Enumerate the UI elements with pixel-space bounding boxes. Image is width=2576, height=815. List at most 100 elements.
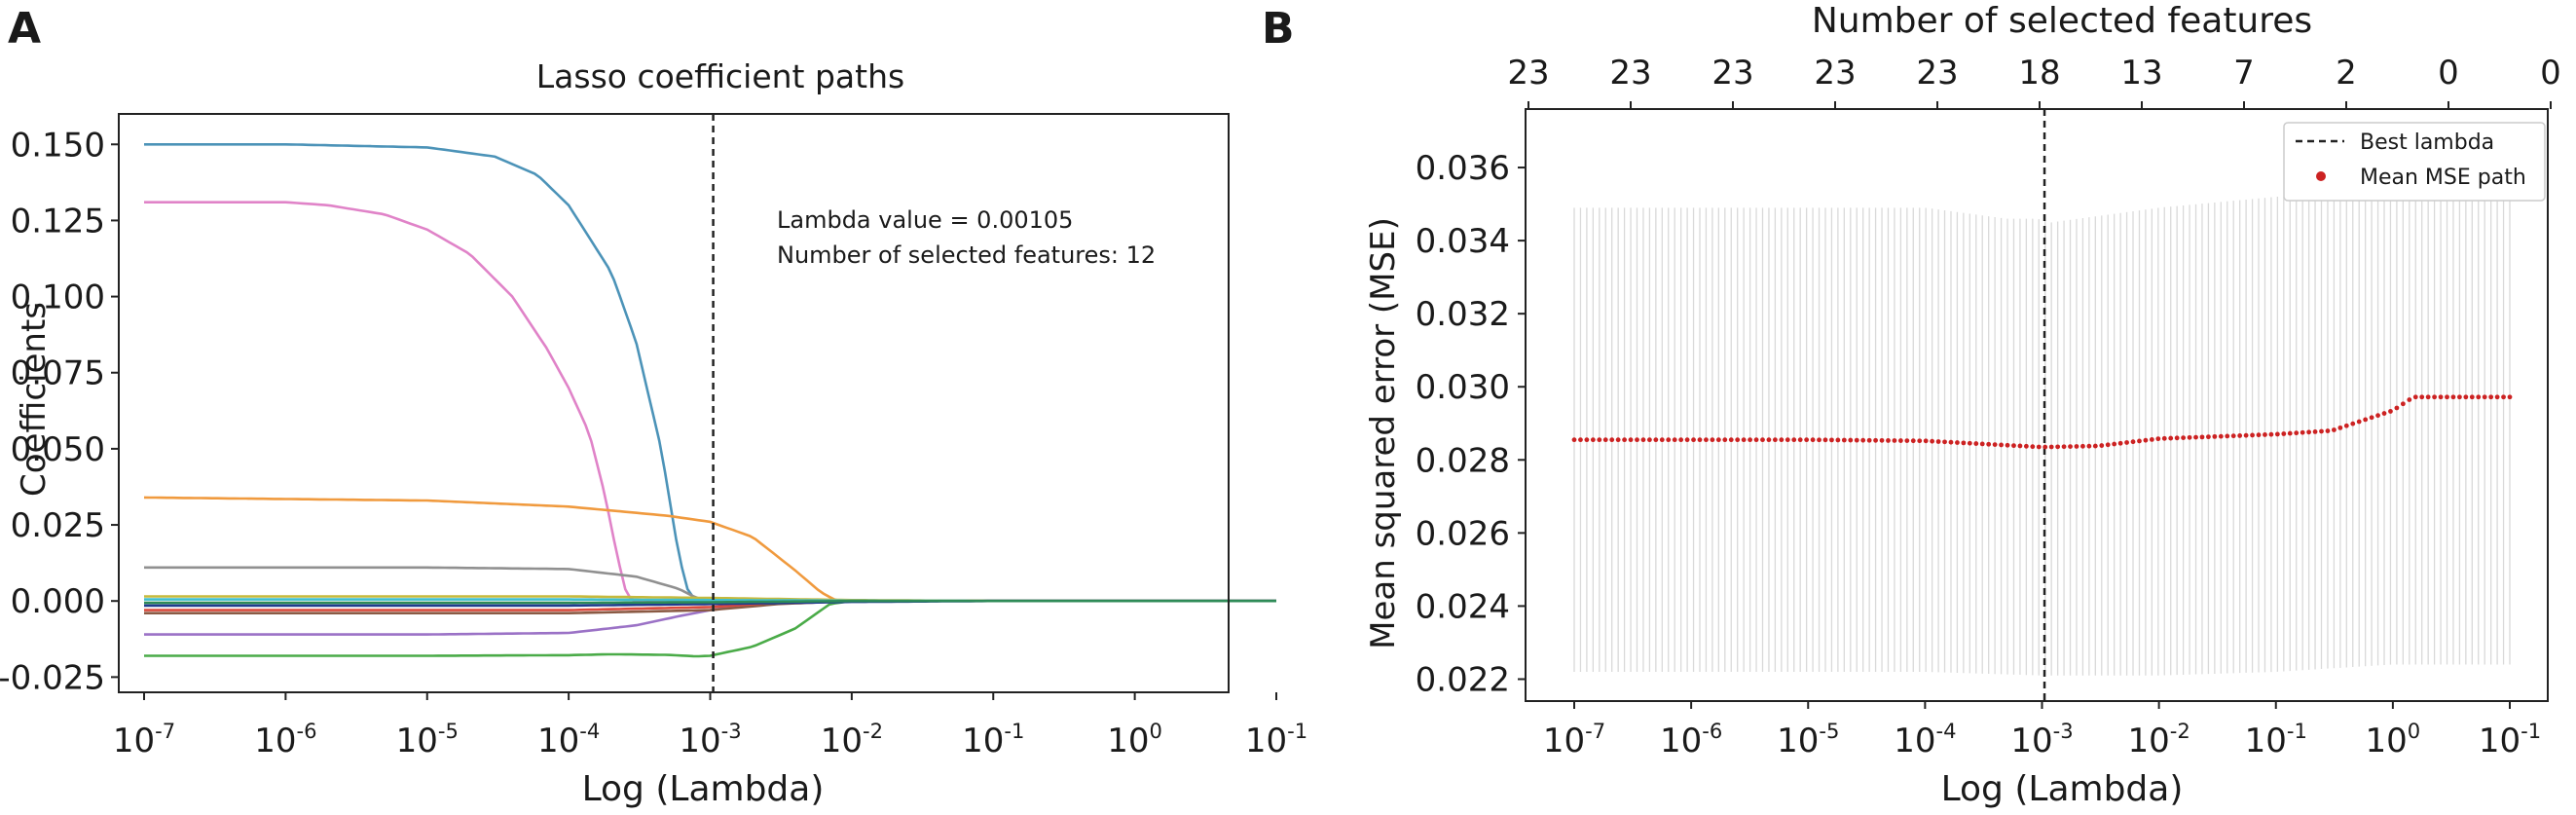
mse-point bbox=[1590, 437, 1596, 443]
legend-best-lambda-label: Best lambda bbox=[2360, 130, 2494, 155]
x-tick-label-a-2-exponent: -5 bbox=[438, 719, 459, 743]
mse-point bbox=[2268, 431, 2274, 437]
mse-point bbox=[1609, 437, 1615, 443]
legend-mse-swatch bbox=[2316, 171, 2326, 181]
x-tick-label-a-2-base: 10 bbox=[396, 722, 438, 760]
mse-point bbox=[1760, 437, 1765, 443]
mse-point bbox=[1892, 438, 1897, 443]
top-tick-label-1: 23 bbox=[1609, 54, 1651, 93]
x-tick-label-b-3-base: 10 bbox=[1894, 722, 1935, 760]
legend: Best lambda Mean MSE path bbox=[2283, 122, 2546, 202]
mse-point bbox=[2168, 435, 2174, 441]
mse-point bbox=[2488, 394, 2494, 400]
x-tick-label-a-2: 10-5 bbox=[396, 719, 459, 760]
mse-point bbox=[1697, 437, 1703, 443]
panel-b-letter: B bbox=[1262, 4, 1295, 54]
mse-point bbox=[2092, 443, 2098, 449]
x-tick-label-b-7-base: 10 bbox=[2366, 722, 2408, 760]
mse-point bbox=[2187, 434, 2192, 440]
panel-b: B Number of selected features 0.036 0.034… bbox=[1262, 1, 2561, 809]
mse-point bbox=[2048, 444, 2054, 450]
y-tick-label-b-1: 0.034 bbox=[1416, 222, 1510, 261]
mse-point bbox=[1666, 437, 1672, 443]
x-tick-label-b-1-exponent: -6 bbox=[1702, 719, 1722, 743]
mse-point bbox=[1822, 437, 1828, 443]
y-tick-label-a-4: 0.050 bbox=[11, 430, 105, 469]
mse-point bbox=[2274, 431, 2280, 437]
x-tick-label-a-5-base: 10 bbox=[821, 722, 863, 760]
mse-point bbox=[1584, 437, 1590, 443]
mse-point bbox=[1715, 437, 1721, 443]
mse-point bbox=[2337, 425, 2343, 430]
legend-box bbox=[2283, 122, 2546, 202]
mse-point bbox=[2356, 419, 2362, 425]
mse-point bbox=[1779, 437, 1785, 443]
mse-point bbox=[1704, 437, 1709, 443]
mse-point bbox=[1684, 437, 1690, 443]
mse-point bbox=[1992, 442, 1998, 447]
x-tick-label-b-5: 10-2 bbox=[2127, 719, 2190, 760]
x-tick-label-a-0-base: 10 bbox=[113, 722, 155, 760]
mse-point bbox=[1897, 438, 1903, 443]
mse-point bbox=[1979, 441, 1985, 447]
mse-point bbox=[1797, 437, 1803, 443]
top-tick-label-8: 2 bbox=[2336, 54, 2357, 93]
mse-point bbox=[1578, 437, 1583, 443]
x-tick-label-a-6: 10-1 bbox=[962, 719, 1024, 760]
mse-point bbox=[2137, 438, 2142, 444]
mse-point bbox=[1873, 437, 1878, 443]
y-tick-label-a-2: 0.100 bbox=[11, 278, 105, 317]
mse-point bbox=[2230, 433, 2236, 439]
top-tick-label-6: 13 bbox=[2120, 54, 2162, 93]
mse-point bbox=[2030, 444, 2036, 450]
x-axis-label-a: Log (Lambda) bbox=[582, 769, 825, 809]
top-tick-label-10: 0 bbox=[2540, 54, 2561, 93]
mse-point bbox=[1935, 439, 1941, 444]
mse-point bbox=[2005, 442, 2010, 448]
y-tick-label-a-5: 0.025 bbox=[11, 506, 105, 545]
mse-point bbox=[2068, 444, 2073, 449]
mse-point bbox=[1866, 437, 1872, 443]
mse-point bbox=[1917, 438, 1923, 444]
mse-point bbox=[1879, 437, 1885, 443]
mse-point bbox=[2294, 430, 2300, 436]
y-tick-label-b-7: 0.022 bbox=[1416, 660, 1510, 699]
mse-point bbox=[2463, 394, 2469, 400]
mse-point bbox=[2099, 443, 2105, 448]
mse-point bbox=[2281, 431, 2287, 436]
mse-point bbox=[2218, 433, 2224, 439]
x-tick-label-b-4-exponent: -3 bbox=[2053, 719, 2074, 743]
mse-point bbox=[2212, 433, 2218, 439]
x-axis-ticks-a: 10-7 10-6 10-5 10-4 10-3 10-2 10-1 100 10-1 bbox=[113, 692, 1307, 760]
mse-point bbox=[1635, 437, 1639, 443]
mse-point bbox=[2124, 440, 2129, 445]
plot-frame-b bbox=[1525, 108, 2549, 702]
x-tick-label-a-6-base: 10 bbox=[962, 722, 1004, 760]
mse-point bbox=[1841, 437, 1847, 443]
mse-point bbox=[1753, 437, 1759, 443]
top-tick-label-5: 18 bbox=[2018, 54, 2060, 93]
x-tick-label-a-8-exponent: -1 bbox=[1287, 719, 1307, 743]
mse-point bbox=[1672, 437, 1677, 443]
mse-point bbox=[1766, 437, 1772, 443]
y-axis-label-a: Coefficients bbox=[15, 302, 54, 497]
mse-point bbox=[1942, 439, 1947, 445]
mse-point bbox=[1728, 437, 1734, 443]
coefficient-line-1 bbox=[144, 143, 1276, 603]
mse-point bbox=[1817, 437, 1822, 443]
mse-point bbox=[2419, 394, 2425, 400]
mse-point bbox=[2263, 432, 2267, 437]
mse-point bbox=[1854, 437, 1859, 443]
plot-frame-a bbox=[118, 113, 1230, 693]
y-tick-label-b-2: 0.032 bbox=[1416, 295, 1510, 334]
mse-point bbox=[2130, 439, 2136, 445]
x-tick-label-a-7-base: 10 bbox=[1107, 722, 1149, 760]
mse-point bbox=[1735, 437, 1741, 443]
mse-point bbox=[2300, 429, 2305, 435]
coefficient-line-3 bbox=[143, 496, 1276, 603]
y-tick-label-a-1: 0.125 bbox=[11, 202, 105, 241]
x-tick-label-b-7-exponent: 0 bbox=[2408, 719, 2420, 743]
top-tick-label-9: 0 bbox=[2438, 54, 2459, 93]
x-tick-label-a-7: 100 bbox=[1107, 719, 1162, 760]
x-tick-label-a-0-exponent: -7 bbox=[155, 719, 175, 743]
